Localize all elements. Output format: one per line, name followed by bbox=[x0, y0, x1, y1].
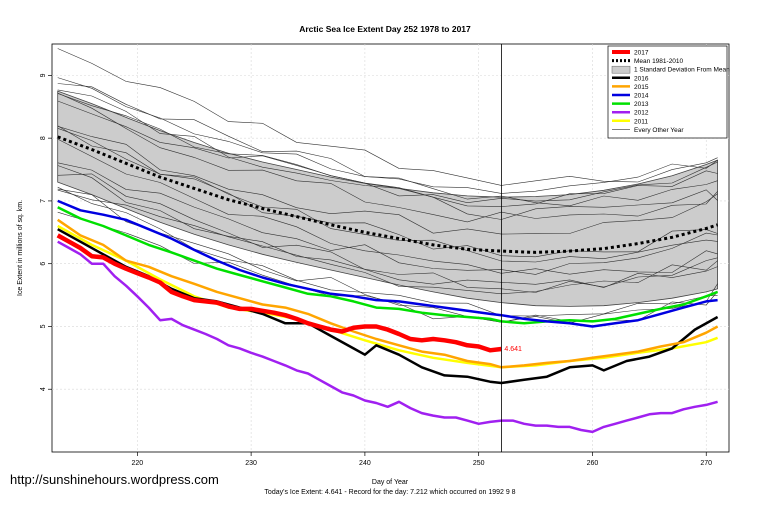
other-year-line bbox=[57, 83, 718, 194]
other-year-line bbox=[57, 138, 718, 275]
other-year-line bbox=[57, 189, 718, 295]
x-tick-label: 240 bbox=[359, 460, 371, 467]
other-year-line bbox=[57, 89, 718, 220]
other-year-line bbox=[57, 77, 718, 207]
y-tick-label: 7 bbox=[40, 199, 47, 203]
footer-text: Today's Ice Extent: 4.641 - Record for t… bbox=[264, 489, 515, 496]
legend-label: 2011 bbox=[634, 118, 648, 125]
legend-swatch bbox=[611, 65, 631, 74]
other-year-line bbox=[57, 93, 718, 207]
x-axis-ticks: 220 230 240 250 260 270 bbox=[131, 452, 712, 467]
current-value-label: 4.641 bbox=[504, 346, 522, 353]
chart-title: Arctic Sea Ice Extent Day 252 1978 to 20… bbox=[299, 24, 471, 34]
series-line-2017 bbox=[56, 233, 502, 353]
legend-label: 2015 bbox=[634, 84, 649, 91]
other-year-line bbox=[57, 165, 718, 293]
y-tick-label: 6 bbox=[40, 262, 47, 266]
y-axis-ticks: 4 5 6 7 8 9 bbox=[40, 73, 52, 391]
other-year-line bbox=[57, 92, 718, 223]
other-year-line bbox=[57, 126, 718, 235]
y-tick-label: 4 bbox=[40, 387, 47, 391]
x-tick-label: 250 bbox=[473, 460, 485, 467]
series-line-2012 bbox=[57, 240, 718, 434]
series-line-2015 bbox=[56, 218, 719, 369]
mean-1981-2010-line bbox=[57, 135, 719, 254]
x-tick-label: 220 bbox=[131, 460, 143, 467]
series-lines bbox=[56, 199, 719, 434]
series-line-2011 bbox=[57, 224, 719, 369]
y-axis-label: Ice Extent in millions of sq. km. bbox=[17, 200, 24, 296]
legend-label: Mean 1981-2010 bbox=[634, 58, 684, 65]
other-year-line bbox=[57, 173, 718, 288]
watermark-url: http://sunshinehours.wordpress.com bbox=[10, 472, 219, 487]
other-year-line bbox=[57, 48, 718, 186]
legend-box bbox=[607, 45, 728, 139]
series-line-2016 bbox=[57, 228, 719, 385]
y-tick-label: 8 bbox=[40, 136, 47, 140]
legend-label: 2016 bbox=[634, 75, 649, 82]
legend-label: 1 Standard Deviation From Mean bbox=[634, 67, 730, 74]
series-line-2013 bbox=[57, 206, 719, 325]
other-year-line bbox=[57, 186, 718, 317]
y-tick-label: 9 bbox=[40, 73, 47, 77]
other-year-line bbox=[57, 125, 718, 263]
mean-line bbox=[57, 135, 719, 254]
x-tick-label: 230 bbox=[245, 460, 257, 467]
series-line-2014 bbox=[57, 199, 718, 328]
legend-label: 2017 bbox=[634, 50, 649, 57]
other-year-line bbox=[57, 162, 718, 275]
y-tick-label: 5 bbox=[40, 324, 47, 328]
other-year-line bbox=[57, 128, 718, 258]
x-tick-label: 260 bbox=[587, 460, 599, 467]
other-year-line bbox=[57, 188, 718, 323]
other-year-line bbox=[57, 100, 718, 204]
legend-label: 2013 bbox=[634, 101, 649, 108]
legend-label: 2014 bbox=[634, 93, 649, 100]
x-tick-label: 270 bbox=[700, 460, 712, 467]
legend-label: 2012 bbox=[634, 110, 649, 117]
legend-label: Every Other Year bbox=[634, 127, 684, 134]
other-years-lines bbox=[57, 48, 718, 324]
x-axis-label: Day of Year bbox=[372, 479, 409, 486]
